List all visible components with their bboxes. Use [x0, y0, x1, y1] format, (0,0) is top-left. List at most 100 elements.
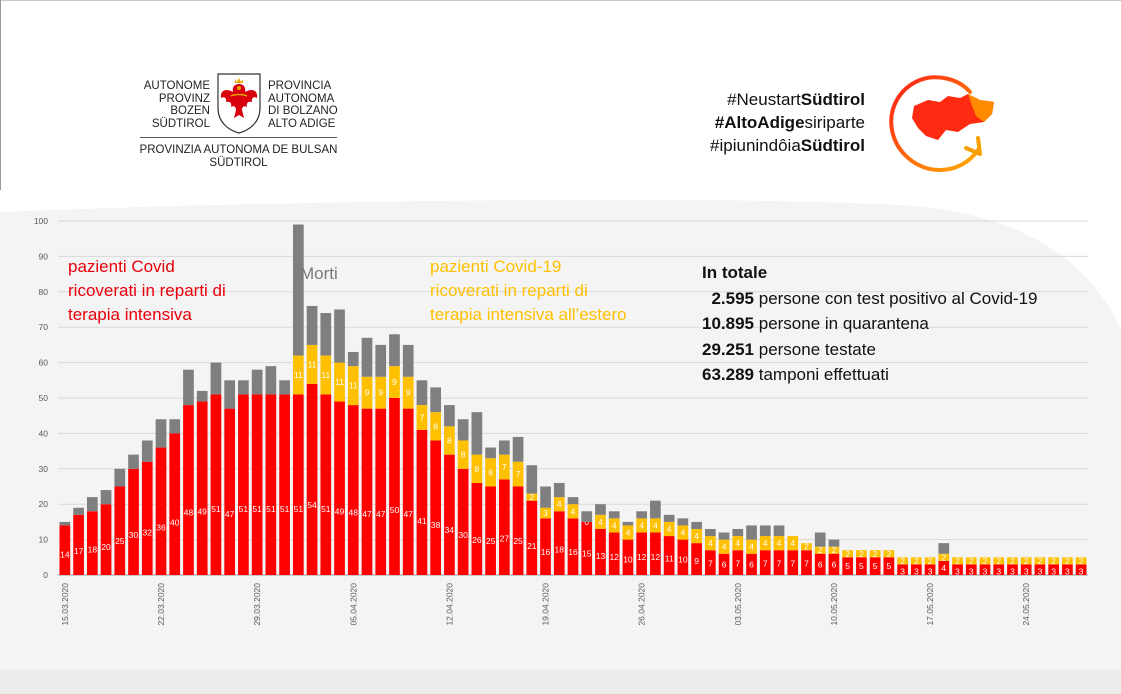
bar-icu-abroad: [704, 536, 716, 551]
y-tick-label: 100: [34, 216, 48, 226]
totals-row: 29.251 persone testate: [702, 337, 1038, 363]
bar-icu-abroad-label: 2: [983, 556, 988, 566]
bar-icu-label: 49: [335, 506, 345, 516]
bar-icu: [842, 557, 854, 575]
bar-icu: [952, 564, 963, 575]
hashtag-plain: #ipiunindôia: [710, 136, 801, 155]
bar-icu-abroad-label: 9: [406, 388, 411, 398]
bar-icu-abroad-label: 2: [832, 545, 837, 555]
bar-deaths: [416, 380, 428, 406]
bar-icu: [86, 511, 98, 575]
bar-icu: [595, 528, 606, 575]
bar-icu-abroad: [553, 497, 565, 512]
bar-icu: [59, 525, 71, 575]
bar-icu-label: 7: [735, 558, 740, 568]
bar-icu-abroad: [347, 366, 359, 406]
bar-icu: [608, 532, 620, 575]
bar-icu-label: 41: [417, 516, 427, 526]
legend-deaths: Morti: [300, 262, 338, 286]
bar-icu: [100, 504, 112, 575]
bar-icu: [183, 405, 194, 575]
bar-icu-abroad-label: 8: [488, 467, 493, 477]
bar-icu-label: 14: [60, 550, 70, 560]
bar-icu: [1007, 564, 1018, 575]
bar-deaths: [320, 313, 332, 356]
bar-icu: [553, 511, 565, 575]
bar-icu-abroad: [828, 546, 840, 554]
bar-deaths: [636, 511, 648, 519]
province-left-line: SÜDTIROL: [151, 117, 210, 130]
bar-deaths: [334, 309, 345, 363]
bar-icu-label: 36: [156, 522, 166, 532]
bar-icu-abroad: [732, 536, 744, 551]
bar-icu-label: 47: [376, 509, 386, 519]
bar-icu-abroad-label: 2: [1024, 556, 1029, 566]
bar-deaths: [677, 518, 689, 526]
bar-icu-abroad-label: 4: [749, 542, 754, 552]
bar-icu: [773, 550, 785, 575]
totals-value: 2.595: [711, 288, 754, 308]
bar-icu-label: 3: [900, 566, 905, 576]
top-border: [0, 0, 1121, 1]
bar-icu-abroad: [787, 536, 799, 551]
bar-icu-abroad: [361, 376, 373, 409]
bar-icu-abroad-label: 2: [886, 549, 891, 559]
totals-label: tamponi effettuati: [758, 365, 889, 384]
totals-label: persone in quarantena: [758, 314, 929, 333]
bar-icu-abroad: [1007, 557, 1018, 565]
bar-icu: [1034, 564, 1046, 575]
bar-icu-label: 5: [873, 561, 878, 571]
province-right-line: PROVINCIA: [268, 80, 332, 92]
bar-icu-label: 49: [197, 506, 207, 516]
bar-icu-label: 9: [694, 556, 699, 566]
bar-icu-abroad-label: 4: [639, 520, 644, 530]
bar-icu-abroad-label: 7: [420, 412, 425, 422]
bar-icu-abroad: [595, 514, 606, 529]
bar-icu-abroad: [979, 557, 991, 565]
bar-icu-abroad-label: 2: [941, 552, 946, 562]
y-tick-label: 80: [39, 287, 49, 297]
x-tick-label: 26.04.2020: [637, 583, 647, 626]
bar-icu: [210, 394, 222, 575]
bar-icu-abroad-label: 4: [735, 538, 740, 548]
bar-icu: [993, 564, 1005, 575]
hashtag-bold: Südtirol: [800, 90, 865, 109]
totals-row: 63.289 tamponi effettuati: [702, 362, 1038, 388]
bar-icu-label: 11: [665, 553, 674, 563]
bar-deaths: [485, 447, 496, 459]
province-left-line: PROVINZ: [158, 92, 210, 105]
bar-icu-label: 48: [184, 508, 194, 518]
bar-deaths: [375, 344, 387, 377]
bar-icu-abroad-label: 2: [873, 549, 878, 559]
bar-icu: [141, 461, 153, 575]
bar-icu-abroad-label: 4: [571, 506, 576, 516]
bar-icu-abroad-label: 8: [461, 450, 466, 460]
bar-icu-abroad: [924, 557, 936, 565]
hashtag-plain: #Neustart: [727, 90, 801, 109]
bar-icu-abroad: [608, 518, 620, 533]
bar-icu: [897, 564, 908, 575]
province-right-line: AUTONOMA: [268, 92, 335, 105]
bar-icu-abroad: [430, 412, 442, 441]
bar-icu-abroad: [636, 518, 648, 533]
bar-icu: [938, 560, 950, 575]
bar-icu-label: 20: [101, 542, 111, 552]
hashtag-bold: #AltoAdige: [714, 113, 805, 132]
x-tick-label: 17.05.2020: [925, 583, 935, 626]
bar-icu-abroad: [718, 539, 730, 554]
bar-icu-label: 3: [1038, 566, 1043, 576]
bar-deaths: [196, 390, 208, 402]
bar-icu-label: 12: [637, 552, 647, 562]
bar-deaths: [498, 440, 510, 455]
x-tick-label: 22.03.2020: [156, 583, 166, 626]
bar-icu-label: 51: [211, 504, 221, 514]
bar-icu-abroad: [622, 525, 634, 540]
bar-icu-label: 40: [170, 517, 180, 527]
province-name-german: AUTONOME PROVINZ BOZEN SÜDTIROL: [120, 80, 210, 130]
bar-icu: [389, 398, 400, 575]
bar-icu-label: 5: [859, 561, 864, 571]
bar-icu-abroad: [306, 344, 318, 384]
bar-deaths: [169, 419, 181, 434]
bar-icu-abroad: [334, 362, 345, 402]
